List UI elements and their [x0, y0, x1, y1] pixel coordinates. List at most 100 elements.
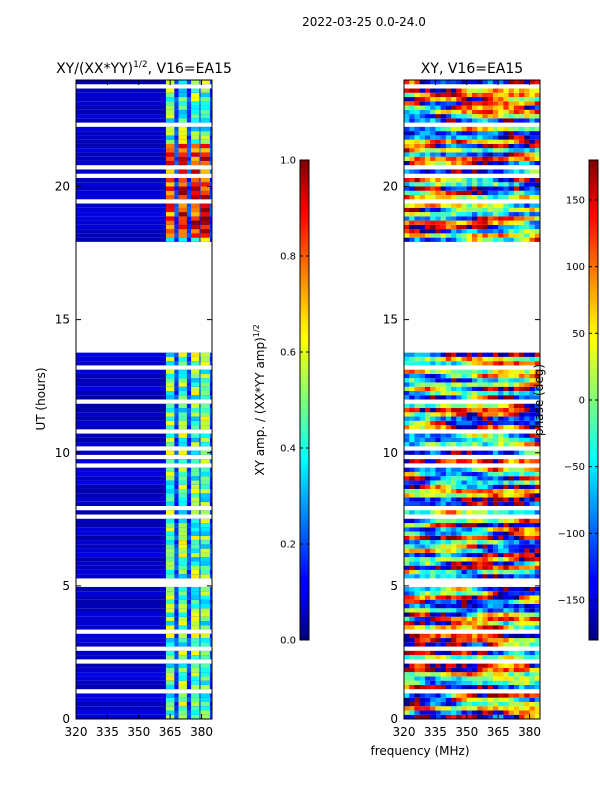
- phase-cell: [409, 488, 415, 494]
- phase-cell: [424, 160, 431, 166]
- phase-cell: [503, 471, 509, 477]
- phase-cell: [419, 361, 426, 366]
- phase-cell: [498, 676, 504, 681]
- phase-cell: [409, 131, 415, 136]
- phase-cell: [409, 395, 415, 400]
- phase-cell: [524, 638, 530, 643]
- phase-cell: [508, 437, 515, 443]
- phase-cell: [451, 177, 457, 183]
- phase-cell: [492, 616, 499, 622]
- phase-cell: [472, 425, 478, 430]
- phase-cell: [404, 510, 410, 515]
- amp-row-cell: [165, 574, 212, 579]
- phase-cell: [529, 706, 536, 711]
- phase-cell: [414, 369, 420, 374]
- phase-cell: [534, 676, 541, 681]
- amp-channel-cell: [178, 109, 187, 115]
- amp-row-cell: [165, 591, 212, 596]
- phase-cell: [456, 667, 462, 673]
- phase-cell: [424, 373, 431, 379]
- phase-cell: [451, 518, 457, 524]
- phase-cell: [503, 224, 509, 230]
- phase-cell: [487, 531, 494, 536]
- phase-cell: [508, 706, 515, 711]
- phase-cell: [466, 548, 473, 553]
- phase-cell: [451, 416, 457, 421]
- phase-cell: [424, 680, 431, 685]
- phase-cell: [482, 493, 488, 498]
- amp-channel-cell: [200, 650, 210, 656]
- phase-cell: [414, 710, 420, 715]
- amp-row-cell: [165, 229, 212, 234]
- phase-cell: [440, 224, 447, 230]
- amp-channel-cell: [178, 693, 187, 698]
- phase-cell: [445, 148, 452, 153]
- amp-row-cell: [165, 177, 212, 183]
- phase-cell: [451, 701, 457, 707]
- phase-cell: [424, 450, 431, 455]
- phase-cell: [477, 561, 483, 566]
- amp-channel-cell: [191, 616, 200, 622]
- phase-cell: [445, 608, 452, 613]
- phase-cell: [519, 459, 525, 464]
- phase-cell: [435, 425, 441, 430]
- phase-cell: [487, 676, 494, 681]
- amp-row-cell: [165, 510, 212, 515]
- phase-cell: [477, 642, 483, 647]
- phase-cell: [492, 114, 499, 119]
- phase-cell: [519, 114, 525, 119]
- phase-cell: [519, 710, 525, 715]
- phase-cell: [404, 471, 410, 477]
- phase-cell: [414, 616, 420, 622]
- phase-cell: [492, 386, 499, 391]
- phase-cell: [519, 612, 525, 617]
- phase-cell: [534, 152, 541, 157]
- phase-cell: [524, 233, 530, 238]
- phase-cell: [529, 224, 536, 230]
- phase-cell: [487, 561, 494, 566]
- phase-cell: [503, 467, 509, 472]
- phase-cell: [529, 152, 536, 157]
- phase-cell: [477, 672, 483, 677]
- phase-cell: [477, 369, 483, 374]
- phase-cell: [492, 565, 499, 570]
- phase-cell: [430, 378, 436, 383]
- amp-channel-cell: [165, 212, 175, 217]
- phase-cell: [461, 714, 468, 719]
- amp-channel-cell: [165, 169, 175, 174]
- phase-cell: [498, 203, 504, 208]
- amp-channel-cell: [191, 621, 200, 626]
- phase-cell: [477, 476, 483, 481]
- phase-cell: [414, 212, 420, 217]
- phase-cell: [524, 697, 530, 702]
- phase-cell: [409, 484, 415, 489]
- phase-cell: [435, 667, 441, 673]
- phase-cell: [534, 156, 541, 161]
- phase-cell: [472, 382, 478, 387]
- phase-cell: [404, 706, 410, 711]
- phase-cell: [482, 655, 488, 660]
- phase-cell: [445, 650, 452, 656]
- phase-cell: [519, 229, 525, 234]
- phase-cell: [414, 416, 420, 421]
- phase-cell: [508, 693, 515, 698]
- amp-channel-cell: [191, 574, 200, 579]
- phase-cell: [430, 591, 436, 596]
- phase-cell: [492, 599, 499, 604]
- phase-cell: [445, 638, 452, 643]
- phase-cell: [424, 535, 431, 541]
- phase-cell: [414, 450, 420, 455]
- phase-cell: [424, 437, 431, 443]
- phase-cell: [529, 101, 536, 106]
- amp-row-cell: [76, 710, 166, 715]
- amp-row-cell: [76, 527, 166, 532]
- amp-channel-cell: [165, 625, 175, 630]
- phase-cell: [424, 195, 431, 200]
- phase-cell: [513, 224, 520, 230]
- phase-cell: [404, 603, 410, 609]
- phase-cell: [477, 531, 483, 536]
- phase-cell: [534, 390, 541, 396]
- phase-cell: [419, 352, 426, 357]
- phase-cell: [498, 565, 504, 570]
- phase-cell: [472, 476, 478, 481]
